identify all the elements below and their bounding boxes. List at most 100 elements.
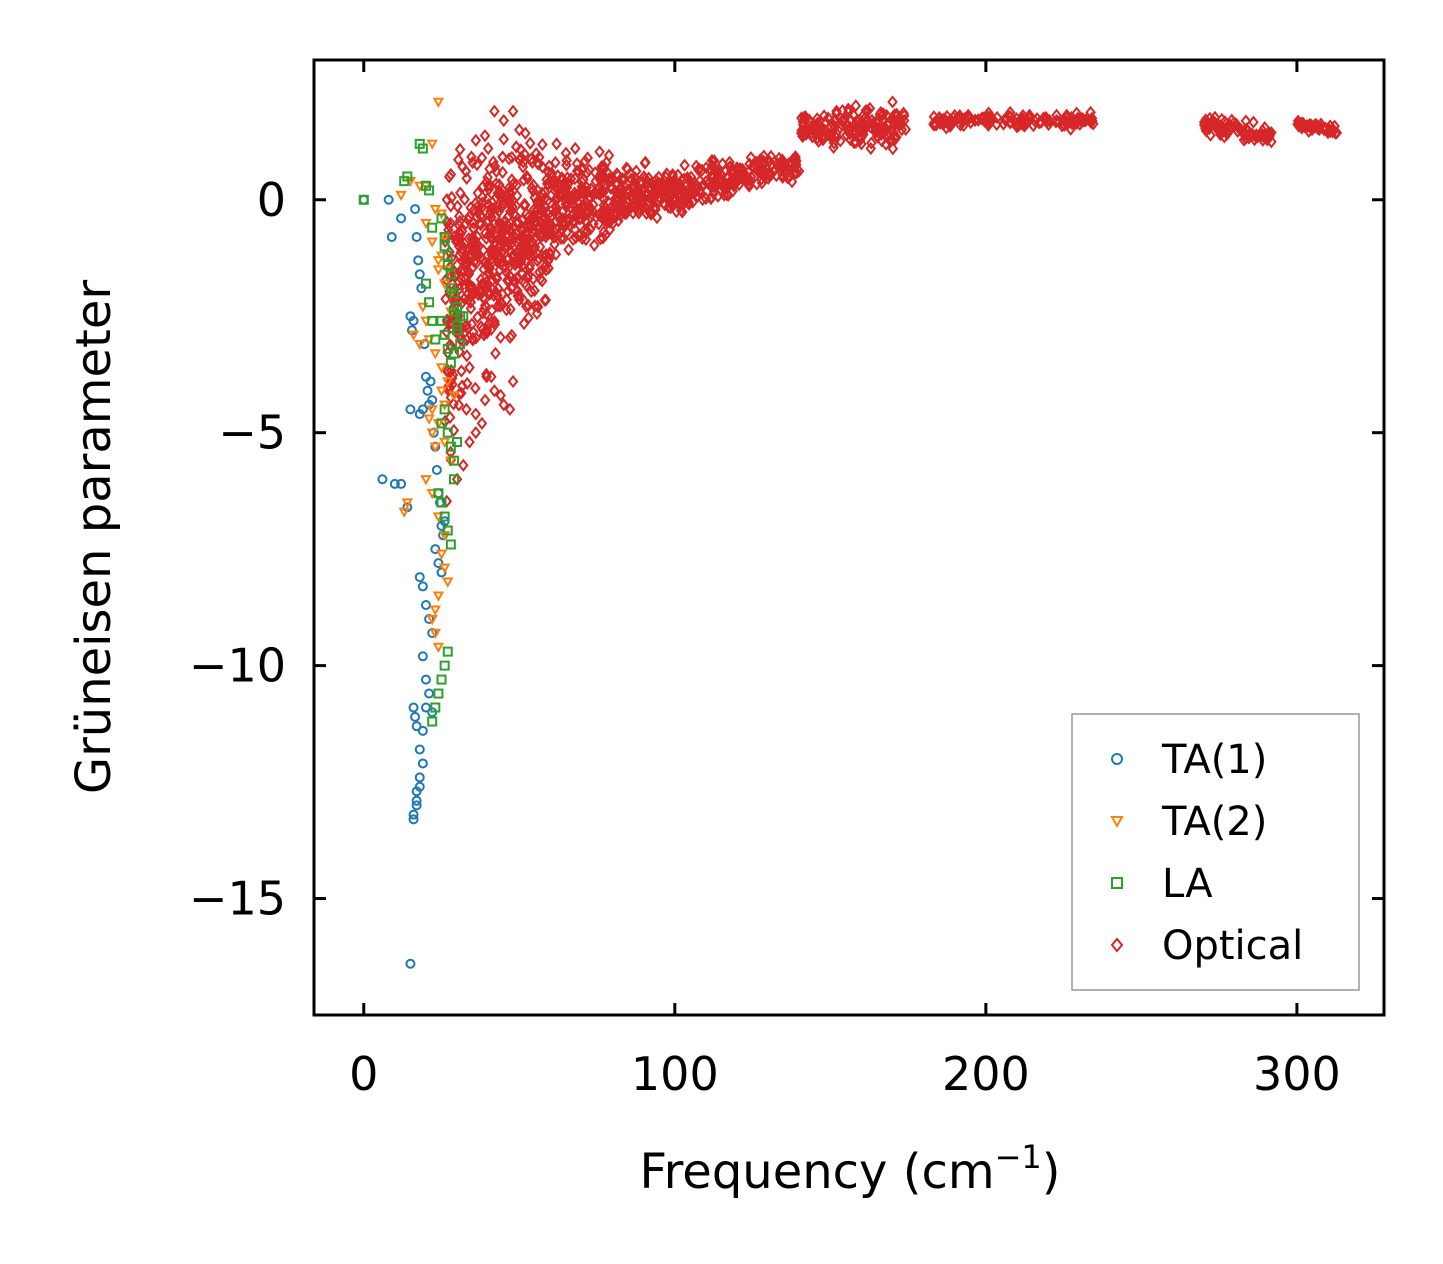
- optical-point: [849, 128, 860, 142]
- optical-point: [477, 179, 489, 194]
- optical-point: [549, 237, 560, 251]
- optical-point: [574, 212, 585, 226]
- optical-point: [858, 118, 870, 132]
- optical-point: [627, 192, 638, 207]
- x-tick-label: 0: [349, 1047, 378, 1101]
- optical-point: [489, 159, 501, 173]
- optical-point: [540, 247, 552, 262]
- ta-2-point: [435, 363, 448, 374]
- optical-point: [444, 410, 456, 424]
- x-axis-label-close: ): [1042, 1144, 1061, 1200]
- optical-point: [703, 177, 714, 191]
- optical-point: [601, 155, 612, 170]
- optical-point: [458, 458, 469, 472]
- optical-point: [594, 145, 605, 159]
- optical-point: [619, 198, 631, 213]
- optical-point: [452, 274, 464, 288]
- optical-point: [451, 258, 463, 272]
- la-point: [358, 194, 369, 205]
- optical-point: [762, 171, 774, 185]
- optical-point: [516, 266, 527, 280]
- optical-point: [484, 178, 496, 193]
- optical-point: [973, 113, 984, 127]
- ta-1-point: [417, 581, 428, 592]
- ta-1-point: [414, 781, 425, 792]
- optical-point: [476, 196, 488, 210]
- ta-2-point: [429, 349, 442, 360]
- optical-point: [837, 115, 848, 129]
- optical-point: [509, 258, 521, 272]
- optical-point: [683, 185, 695, 200]
- optical-point: [951, 111, 963, 126]
- optical-point: [483, 267, 495, 281]
- optical-point: [531, 195, 543, 209]
- axis-ticks: 0 100 200 300 0 −5 −10 −15: [189, 60, 1384, 1101]
- optical-point: [561, 158, 572, 172]
- optical-point: [518, 173, 530, 187]
- optical-point: [561, 153, 572, 168]
- optical-point: [488, 288, 500, 303]
- optical-point: [463, 265, 474, 279]
- series-optical: [439, 95, 1343, 508]
- ta-2-point: [435, 549, 448, 560]
- optical-point: [481, 367, 492, 381]
- la-point: [452, 437, 463, 447]
- optical-point: [580, 232, 592, 247]
- optical-point: [467, 333, 479, 347]
- ta-1-point: [377, 474, 388, 485]
- optical-point: [515, 150, 527, 164]
- optical-point: [577, 198, 589, 212]
- optical-point: [489, 104, 500, 118]
- ta-2-point: [426, 428, 438, 439]
- optical-point: [527, 213, 539, 227]
- optical-point: [529, 284, 540, 298]
- optical-point: [454, 142, 466, 157]
- optical-point: [528, 249, 540, 263]
- optical-point: [454, 227, 466, 242]
- optical-point: [519, 238, 531, 252]
- optical-point: [465, 295, 477, 309]
- optical-point: [467, 155, 478, 170]
- optical-point: [551, 182, 562, 196]
- ta-2-point: [398, 507, 410, 518]
- ta-1-point: [414, 572, 425, 583]
- optical-point: [650, 202, 661, 216]
- optical-point: [490, 346, 501, 360]
- optical-point: [789, 166, 801, 181]
- optical-point: [945, 116, 956, 130]
- optical-point: [443, 218, 455, 232]
- la-point: [436, 418, 447, 429]
- optical-point: [558, 231, 569, 246]
- optical-point: [537, 249, 548, 263]
- optical-point: [588, 217, 599, 231]
- ta-1-point: [411, 800, 422, 811]
- optical-point: [457, 160, 468, 174]
- data-points-layer: [358, 95, 1343, 969]
- optical-point: [796, 111, 807, 125]
- la-point: [439, 660, 450, 671]
- ta-1-point: [417, 758, 428, 769]
- la-point: [420, 278, 431, 289]
- legend-label: TA(1): [1161, 737, 1267, 783]
- la-point: [424, 297, 435, 308]
- optical-point: [938, 112, 949, 126]
- optical-point: [534, 265, 545, 279]
- optical-point: [445, 167, 457, 182]
- optical-point: [602, 166, 614, 180]
- optical-point: [509, 230, 521, 245]
- optical-point: [514, 123, 525, 137]
- ta-2-point: [448, 391, 460, 402]
- optical-point: [1198, 115, 1210, 129]
- la-point: [445, 269, 456, 280]
- optical-point: [470, 133, 482, 148]
- legend-marker-optical: [1110, 937, 1124, 953]
- optical-point: [999, 113, 1011, 127]
- la-point: [445, 283, 456, 294]
- ta-2-point: [435, 386, 448, 397]
- optical-point: [513, 255, 525, 269]
- la-point: [442, 427, 453, 438]
- optical-point: [645, 204, 657, 218]
- ta-2-point: [432, 642, 445, 654]
- optical-point: [630, 171, 641, 185]
- ta-1-point: [386, 232, 397, 243]
